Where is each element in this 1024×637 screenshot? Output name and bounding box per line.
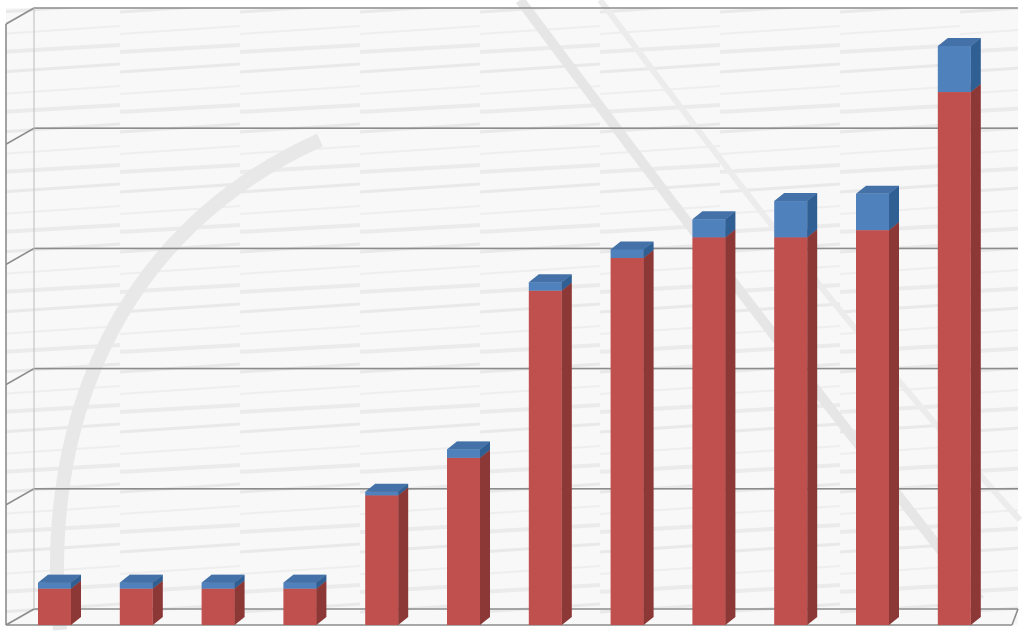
bar (692, 211, 736, 238)
bar-top (447, 441, 490, 450)
bar-side (234, 574, 245, 589)
bar-top (610, 241, 654, 250)
bar-side (643, 249, 654, 625)
bar-side (970, 84, 981, 625)
bar-front (365, 495, 399, 625)
bars (38, 38, 981, 625)
bar-front (774, 237, 808, 625)
bar-front (692, 237, 726, 625)
bar-front (447, 449, 480, 458)
bar (856, 185, 899, 231)
gridline-left (5, 488, 35, 506)
bar (283, 580, 327, 625)
floor-edge-right (1011, 608, 1019, 626)
bar-top (856, 185, 899, 194)
bar-side (643, 241, 654, 258)
bar-front (119, 582, 153, 589)
bar-front (528, 290, 562, 625)
bar-side (725, 229, 736, 625)
bar-side (152, 574, 163, 589)
bar-front (692, 219, 726, 238)
bar-front (201, 582, 235, 589)
bar-front (774, 201, 808, 238)
bar (201, 574, 245, 589)
bar-side (889, 185, 899, 231)
bar-side (316, 574, 327, 589)
bar-side (889, 222, 899, 625)
bar (447, 441, 490, 458)
bar (528, 274, 572, 291)
bar-top (774, 193, 818, 202)
bar-front (937, 92, 971, 625)
bar (692, 229, 736, 625)
bar-front (201, 588, 235, 625)
bar-side (71, 574, 81, 589)
bar-top (201, 574, 245, 583)
plot-area (6, 8, 1018, 625)
gridline-left (5, 247, 35, 266)
bar-side (316, 580, 327, 625)
gridline-left (5, 367, 35, 386)
bar-top (692, 211, 736, 220)
bar-front (38, 588, 71, 625)
bar-side (398, 483, 409, 496)
bar-top (38, 574, 81, 583)
bar (447, 449, 490, 625)
bar-front (447, 457, 480, 625)
bar-side (561, 282, 572, 625)
bar-front (856, 193, 889, 231)
bar (528, 282, 572, 625)
bar (937, 84, 981, 625)
bar-front (119, 588, 153, 625)
bar-side (970, 38, 981, 93)
gridline-left (5, 127, 35, 145)
bar (365, 487, 409, 625)
bar-side (234, 580, 245, 625)
bar-front (283, 582, 317, 589)
bar-top (365, 483, 409, 492)
background-arc (50, 133, 323, 631)
bar-top (937, 38, 981, 46)
bar-side (71, 580, 81, 625)
bar-side (561, 274, 572, 291)
bar-side (480, 441, 490, 458)
bar-front (38, 582, 71, 589)
bar (774, 229, 818, 625)
bar (610, 241, 654, 258)
bar-side (480, 449, 490, 625)
gridline-left (5, 7, 35, 25)
bar (119, 574, 163, 589)
bar (610, 249, 654, 625)
bar-front (610, 249, 644, 258)
bar (774, 193, 818, 238)
bar-side (152, 580, 163, 625)
gridline-left (5, 608, 35, 626)
bar-side (807, 193, 818, 238)
bar-side (725, 211, 736, 238)
bar (38, 574, 81, 589)
bar (856, 222, 899, 625)
bar-side (807, 229, 818, 625)
bar-front (283, 588, 317, 625)
bar-side (398, 487, 409, 625)
bar (283, 574, 327, 589)
bar (937, 38, 981, 93)
bar-front (528, 282, 562, 291)
bar-top (119, 574, 163, 583)
bar-top (283, 574, 327, 583)
bar-front (937, 46, 971, 93)
bar-front (610, 257, 644, 625)
bar (365, 483, 409, 496)
bar-front (856, 230, 889, 625)
bar-top (528, 274, 572, 283)
gridlines (5, 7, 1019, 626)
bar-front (365, 491, 399, 496)
